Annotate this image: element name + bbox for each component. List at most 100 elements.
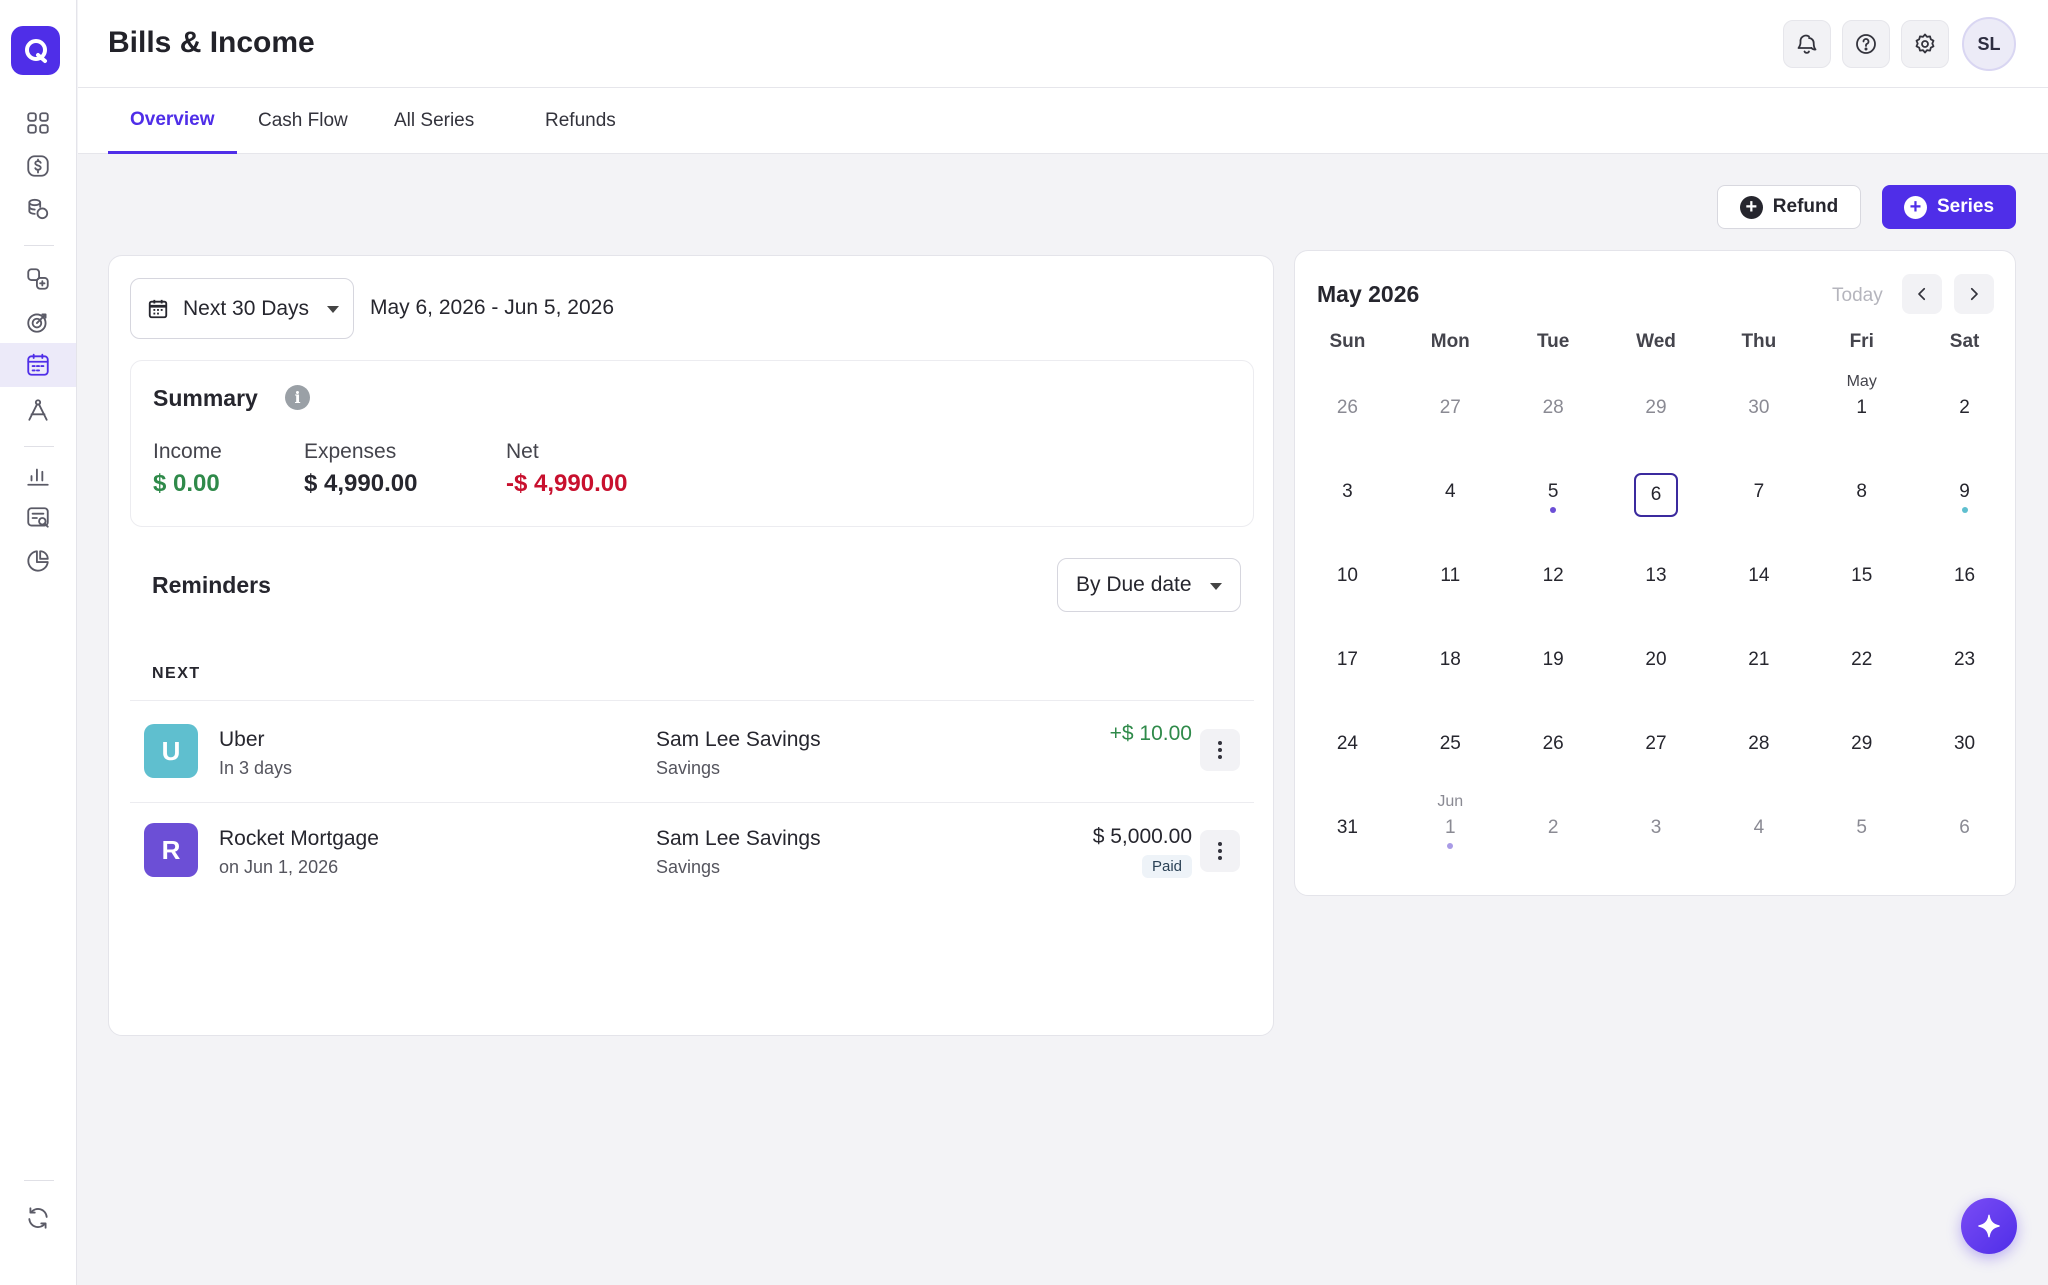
sidebar-item-goals[interactable] — [21, 305, 55, 339]
sidebar-item-bills[interactable] — [0, 343, 76, 387]
notifications-button[interactable] — [1783, 20, 1831, 68]
reminder-row[interactable]: R Rocket Mortgage on Jun 1, 2026 Sam Lee… — [130, 803, 1254, 901]
calendar-week: 24 25 26 27 28 29 30 — [1296, 703, 2016, 787]
calendar-day[interactable]: 28 — [1707, 703, 1810, 787]
sidebar-item-accounts[interactable] — [21, 192, 55, 226]
previous-month-button[interactable] — [1902, 274, 1942, 314]
settings-button[interactable] — [1901, 20, 1949, 68]
calendar-day[interactable]: 20 — [1605, 619, 1708, 703]
target-icon — [27, 313, 47, 333]
sidebar-item-reports[interactable] — [21, 458, 55, 492]
help-button[interactable] — [1842, 20, 1890, 68]
calendar-day-today[interactable]: 6 — [1605, 451, 1708, 535]
event-dot — [1447, 843, 1454, 849]
calendar-icon — [148, 299, 168, 318]
next-month-button[interactable] — [1954, 274, 1994, 314]
day-number: 29 — [1851, 733, 1873, 754]
tab-all-series[interactable]: All Series — [394, 110, 475, 131]
help-icon — [1856, 34, 1876, 54]
today-button[interactable]: Today — [1832, 285, 1883, 306]
calendar-day[interactable]: Jun 1 — [1399, 787, 1502, 871]
calendar-day[interactable]: 29 — [1810, 703, 1913, 787]
sidebar-item-budget[interactable] — [21, 262, 55, 296]
reminder-group-label: NEXT — [152, 665, 201, 682]
calendar-day[interactable]: 30 — [1913, 703, 2016, 787]
compass-icon — [28, 399, 48, 421]
calendar-day[interactable]: 8 — [1810, 451, 1913, 535]
calendar-day[interactable]: 23 — [1913, 619, 2016, 703]
calendar-day[interactable]: 19 — [1502, 619, 1605, 703]
calendar-day[interactable]: 18 — [1399, 619, 1502, 703]
calendar-day[interactable]: 9 — [1913, 451, 2016, 535]
income-value: $ 0.00 — [153, 470, 220, 497]
add-series-button[interactable]: + Series — [1882, 185, 2016, 229]
tab-cash-flow[interactable]: Cash Flow — [258, 110, 348, 131]
calendar-day[interactable]: 5 — [1810, 787, 1913, 871]
calendar-day[interactable]: 29 — [1605, 367, 1708, 451]
sidebar-item-sync[interactable] — [21, 1201, 55, 1235]
calendar-day[interactable]: 15 — [1810, 535, 1913, 619]
calendar-day[interactable]: 3 — [1296, 451, 1399, 535]
calendar-day[interactable]: 28 — [1502, 367, 1605, 451]
calendar-day[interactable]: 24 — [1296, 703, 1399, 787]
summary-title: Summary — [153, 385, 258, 411]
sidebar-item-analytics[interactable] — [21, 544, 55, 578]
sidebar-item-investments[interactable] — [21, 393, 55, 427]
more-options-button[interactable] — [1200, 830, 1240, 872]
page-title: Bills & Income — [108, 26, 315, 59]
app-logo[interactable] — [11, 26, 60, 75]
calendar-day[interactable]: 5 — [1502, 451, 1605, 535]
calendar-day[interactable]: 14 — [1707, 535, 1810, 619]
tab-refunds[interactable]: Refunds — [545, 110, 616, 131]
calendar-day[interactable]: 26 — [1502, 703, 1605, 787]
calendar-day[interactable]: 6 — [1913, 787, 2016, 871]
calendar-day[interactable]: 12 — [1502, 535, 1605, 619]
budget-icon — [27, 268, 49, 290]
calendar-day[interactable]: May 1 — [1810, 367, 1913, 451]
day-number: 2 — [1959, 397, 1970, 418]
day-number: 21 — [1748, 649, 1770, 670]
info-icon[interactable]: i — [285, 385, 310, 410]
calendar-day[interactable]: 30 — [1707, 367, 1810, 451]
calendar-day[interactable]: 21 — [1707, 619, 1810, 703]
calendar-day[interactable]: 22 — [1810, 619, 1913, 703]
sidebar-item-dashboard[interactable] — [21, 106, 55, 140]
calendar-day[interactable]: 10 — [1296, 535, 1399, 619]
calendar-day[interactable]: 27 — [1399, 367, 1502, 451]
sidebar-divider — [24, 245, 54, 246]
calendar-day[interactable]: 13 — [1605, 535, 1708, 619]
calendar-day[interactable]: 31 — [1296, 787, 1399, 871]
calendar-day[interactable]: 2 — [1913, 367, 2016, 451]
more-options-button[interactable] — [1200, 729, 1240, 771]
calendar-day[interactable]: 25 — [1399, 703, 1502, 787]
date-range-dropdown[interactable]: Next 30 Days — [130, 278, 354, 339]
assistant-button[interactable] — [1961, 1198, 2017, 1254]
dollar-circle-icon — [27, 155, 49, 177]
calendar-day[interactable]: 16 — [1913, 535, 2016, 619]
calendar-day[interactable]: 4 — [1399, 451, 1502, 535]
add-refund-button[interactable]: + Refund — [1717, 185, 1861, 229]
user-avatar[interactable]: SL — [1962, 17, 2016, 71]
net-stat: Net -$ 4,990.00 — [506, 440, 627, 498]
calendar-day[interactable]: 27 — [1605, 703, 1708, 787]
weekday-label: Sun — [1329, 331, 1366, 352]
sort-dropdown[interactable]: By Due date — [1057, 558, 1241, 612]
tab-overview[interactable]: Overview — [108, 88, 237, 154]
calendar-day[interactable]: 3 — [1605, 787, 1708, 871]
calendar-day[interactable]: 4 — [1707, 787, 1810, 871]
summary-panel: Summary i Income $ 0.00 Expenses $ 4,990… — [130, 360, 1254, 527]
calendar-day[interactable]: 7 — [1707, 451, 1810, 535]
calendar-day[interactable]: 11 — [1399, 535, 1502, 619]
reminder-row[interactable]: U Uber In 3 days Sam Lee Savings Savings… — [130, 701, 1254, 799]
chevron-right-icon — [1970, 287, 1978, 301]
calendar-grid: Sun Mon Tue Wed Thu Fri Sat 26 27 28 29 30 May 1 2 3 4 5… — [1296, 331, 2016, 871]
calendar-day[interactable]: 17 — [1296, 619, 1399, 703]
sidebar-item-search[interactable] — [21, 501, 55, 535]
sidebar-item-transactions[interactable] — [21, 149, 55, 183]
reminder-when: on Jun 1, 2026 — [219, 857, 339, 877]
day-number: 4 — [1753, 817, 1765, 838]
tab-bar: Overview Cash Flow All Series Refunds — [78, 88, 2048, 154]
calendar-day[interactable]: 26 — [1296, 367, 1399, 451]
merchant-avatar: R — [144, 823, 198, 877]
calendar-day[interactable]: 2 — [1502, 787, 1605, 871]
